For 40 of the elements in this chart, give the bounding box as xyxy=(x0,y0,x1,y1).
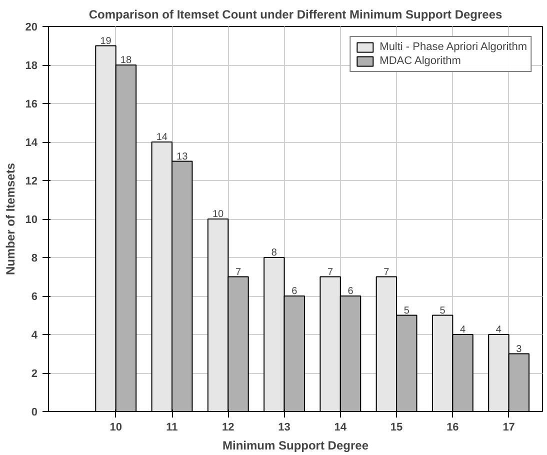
data-label: 7 xyxy=(328,266,334,278)
data-label: 3 xyxy=(516,344,522,355)
y-tick-label: 2 xyxy=(31,368,38,380)
y-axis-title: Number of Itemsets xyxy=(3,162,18,276)
y-tick-label: 10 xyxy=(25,214,38,226)
data-label: 6 xyxy=(292,286,298,297)
y-tick-label: 14 xyxy=(25,137,38,149)
y-tick-label: 8 xyxy=(31,252,38,264)
x-tick-label: 17 xyxy=(502,422,515,434)
data-label: 5 xyxy=(404,305,410,316)
data-label: 18 xyxy=(120,55,132,66)
data-label: 7 xyxy=(384,266,390,278)
data-label: 7 xyxy=(235,266,242,278)
x-axis-title: Minimum Support Degree xyxy=(222,438,369,452)
y-tick-label: 6 xyxy=(31,291,38,303)
y-tick-label: 20 xyxy=(25,22,38,34)
data-label: 14 xyxy=(156,132,168,143)
x-tick-label: 10 xyxy=(110,422,122,434)
legend-label: MDAC Algorithm xyxy=(380,55,461,67)
x-tick-label: 15 xyxy=(390,422,403,434)
y-tick-label: 12 xyxy=(25,176,38,188)
data-label: 4 xyxy=(460,324,466,336)
x-tick-label: 16 xyxy=(446,422,459,434)
data-label: 19 xyxy=(100,36,112,47)
x-tick-label: 13 xyxy=(278,422,290,434)
data-label: 10 xyxy=(212,209,224,220)
chart-title: Comparison of Itemset Count under Different Minimum Support Degrees xyxy=(88,8,503,22)
y-tick-label: 4 xyxy=(31,330,38,342)
data-label: 4 xyxy=(496,324,502,336)
y-tick-label: 0 xyxy=(31,406,38,418)
x-tick-label: 11 xyxy=(166,422,178,434)
x-tick-label: 14 xyxy=(334,422,348,434)
y-tick-label: 18 xyxy=(25,60,38,72)
data-label: 6 xyxy=(348,286,354,297)
legend-label: Multi - Phase Apriori Algorithm xyxy=(380,41,527,53)
y-tick-label: 16 xyxy=(25,98,38,110)
x-tick-label: 12 xyxy=(222,422,234,434)
data-label: 8 xyxy=(271,248,278,258)
data-label: 5 xyxy=(440,305,446,316)
data-label: 13 xyxy=(176,151,188,162)
